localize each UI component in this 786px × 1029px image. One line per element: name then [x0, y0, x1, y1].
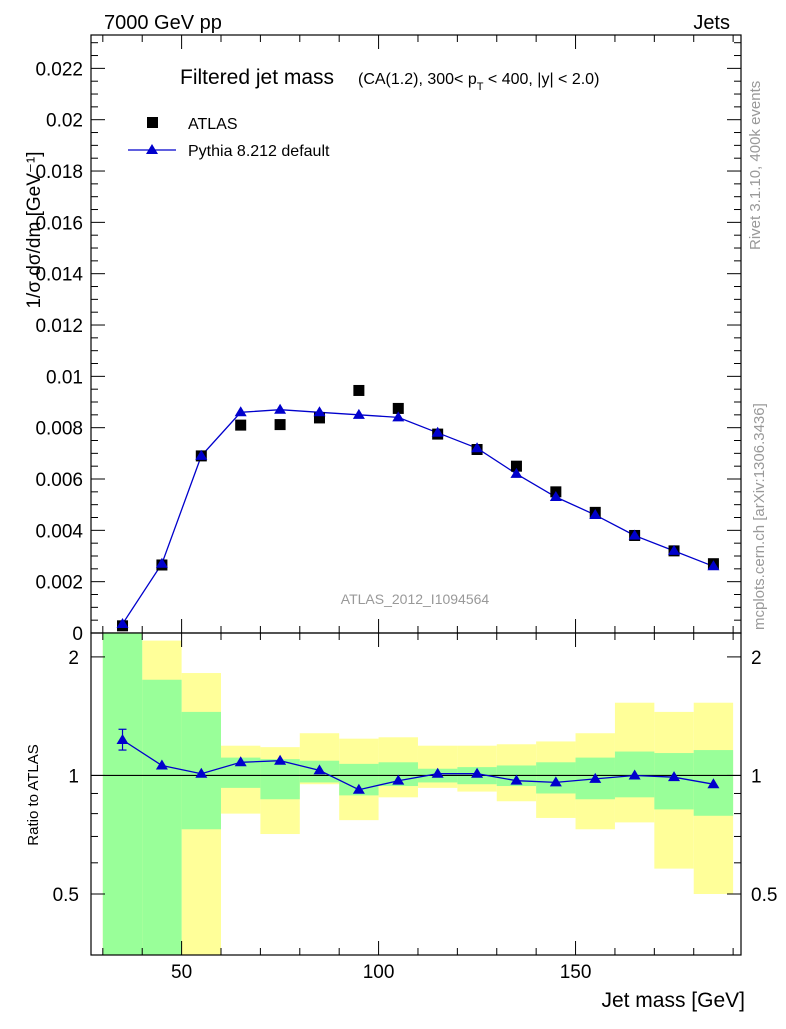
energy-label: 7000 GeV pp [104, 12, 222, 34]
ratio-data-point [549, 776, 562, 787]
ratio-inner-band [260, 759, 300, 800]
pythia-data-point [392, 411, 405, 422]
main-y-tick-label: 0.022 [35, 59, 83, 80]
main-y-tick-label: 0.012 [35, 316, 83, 337]
atlas-data-point [313, 412, 325, 424]
ratio-data-point [392, 774, 405, 785]
pythia-data-point [707, 560, 720, 571]
x-tick-label: 50 [171, 962, 192, 983]
ratio-data-point [589, 772, 602, 783]
subtitle-part-1: (CA(1.2), 300< p [358, 71, 477, 88]
main-y-tick-label: 0.02 [46, 111, 83, 132]
ratio-data-point [628, 769, 641, 780]
ratio-data-point [471, 767, 484, 778]
ratio-data-point [707, 778, 720, 789]
subtitle-sub-t: T [477, 81, 484, 93]
pythia-data-point [668, 544, 681, 555]
main-y-tick-label: 0.002 [35, 573, 83, 594]
main-y-tick-label: 0.01 [46, 367, 83, 388]
chart-title: Filtered jet mass [180, 66, 334, 89]
pythia-data-point [549, 490, 562, 501]
atlas-data-point [274, 419, 286, 431]
ratio-plot-frame [90, 632, 742, 956]
x-axis-label: Jet mass [GeV] [601, 989, 745, 1012]
pythia-data-point [352, 408, 365, 419]
atlas-data-point [353, 384, 365, 396]
x-tick-label: 100 [363, 962, 395, 983]
main-y-axis-label: 1/σ dσ/dm [GeV⁻¹] [24, 151, 45, 308]
pythia-data-point [628, 529, 641, 540]
main-y-tick-label: 0.018 [35, 162, 83, 183]
pythia-data-point [155, 557, 168, 568]
ratio-plot-panel: 0.5 0.5 1 1 2 2 50 100 150 Ratio to ATLAS Jet m… [25, 632, 777, 1012]
reference-id: ATLAS_2012_I1094564 [341, 591, 490, 607]
ratio-inner-band [378, 762, 418, 787]
ratio-data-point [313, 764, 326, 775]
main-y-tick-label: 0.016 [35, 213, 83, 234]
pythia-data-point [589, 508, 602, 519]
ratio-data-point [274, 754, 287, 765]
ratio-y-tick-label: 2 [68, 648, 79, 669]
chart-subtitle: (CA(1.2), 300< pT < 400, |y| < 2.0) [358, 71, 599, 93]
atlas-data-point [235, 419, 247, 431]
legend-pythia-label: Pythia 8.212 default [188, 143, 330, 160]
pythia-data-point [274, 403, 287, 414]
ratio-inner-band [142, 679, 182, 955]
ratio-inner-band [654, 753, 694, 810]
ratio-data-point [234, 756, 247, 767]
ratio-data-point [431, 767, 444, 778]
ratio-y-tick-label-right: 0.5 [751, 885, 777, 906]
pythia-data-point [195, 449, 208, 460]
ratio-inner-band [102, 633, 143, 955]
pythia-data-point [116, 618, 129, 629]
atlas-data-point [510, 460, 522, 472]
category-label: Jets [693, 12, 730, 34]
x-tick-label: 150 [560, 962, 592, 983]
pythia-data-point [313, 406, 326, 417]
main-y-tick-label: 0.004 [35, 521, 83, 542]
legend-atlas-marker [147, 117, 158, 128]
pythia-data-point [234, 406, 247, 417]
legend-atlas-label: ATLAS [188, 116, 238, 133]
mcplots-label: mcplots.cern.ch [arXiv:1306.3436] [751, 403, 768, 630]
legend-pythia-marker [146, 144, 158, 154]
pythia-line [121, 409, 714, 625]
subtitle-part-2: < 400, |y| < 2.0) [483, 71, 599, 88]
main-y-tick-label: 0.014 [35, 265, 83, 286]
pythia-data-point [431, 426, 444, 437]
legend: ATLAS Pythia 8.212 default [128, 116, 330, 160]
ratio-data-point [195, 767, 208, 778]
main-plot-panel: 0 0.002 0.004 0.006 0.008 0.01 0.012 0.014 0.016… [24, 34, 742, 645]
ratio-data-point [155, 759, 168, 770]
pythia-data-point [510, 467, 523, 478]
ratio-y-tick-label: 1 [68, 766, 79, 787]
rivet-label: Rivet 3.1.10, 400k events [747, 81, 764, 250]
ratio-pythia-line [122, 739, 714, 791]
ratio-data-point [352, 783, 365, 794]
ratio-y-tick-label-right: 2 [751, 648, 762, 669]
ratio-y-tick-label: 0.5 [53, 885, 79, 906]
ratio-data-point [668, 771, 681, 782]
ratio-data-point [116, 734, 129, 745]
ratio-y-axis-label: Ratio to ATLAS [25, 744, 42, 845]
main-y-tick-label: 0 [72, 624, 83, 645]
pythia-data-point [471, 442, 484, 453]
ratio-y-tick-label-right: 1 [751, 766, 762, 787]
main-y-tick-label: 0.008 [35, 419, 83, 440]
ratio-data-point [510, 774, 523, 785]
atlas-data-point [392, 402, 404, 414]
main-y-tick-label: 0.006 [35, 470, 83, 491]
